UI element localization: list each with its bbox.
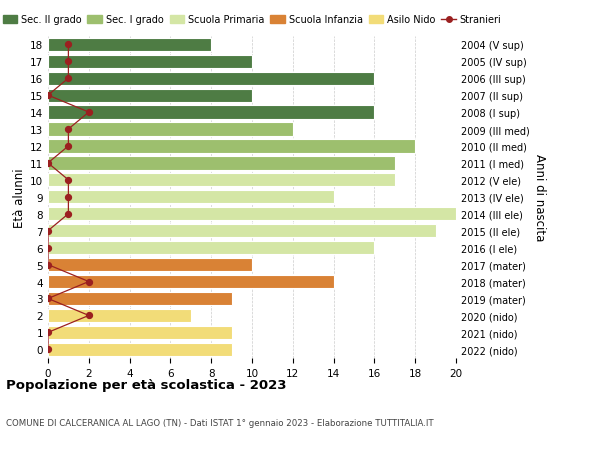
Point (64, 143, 73, 150)
Text: COMUNE DI CALCERANICA AL LAGO (TN) - Dati ISTAT 1° gennaio 2023 - Elaborazione T: COMUNE DI CALCERANICA AL LAGO (TN) - Dat… (6, 418, 434, 427)
Point (43, 92, 53, 100)
Point (43, 329, 53, 336)
Bar (48, 123, 293, 136)
Bar (48, 174, 395, 187)
Bar (48, 258, 252, 272)
Point (43, 160, 53, 167)
Legend: Sec. II grado, Sec. I grado, Scuola Primaria, Scuola Infanzia, Asilo Nido, Stran: Sec. II grado, Sec. I grado, Scuola Prim… (2, 16, 502, 25)
Bar (48, 191, 334, 204)
Point (43, 261, 53, 269)
Bar (48, 140, 415, 153)
Point (43, 228, 53, 235)
Bar (48, 106, 374, 119)
Bar (48, 241, 374, 255)
Point (64, 211, 73, 218)
Bar (48, 275, 334, 289)
Y-axis label: Anni di nascita: Anni di nascita (533, 154, 546, 241)
Point (64, 177, 73, 184)
Point (43, 346, 53, 353)
Text: Popolazione per età scolastica - 2023: Popolazione per età scolastica - 2023 (6, 379, 287, 392)
Point (64, 194, 73, 201)
Point (43, 245, 53, 252)
Bar (48, 73, 374, 85)
Bar (48, 292, 232, 305)
Bar (48, 157, 395, 170)
Point (64, 41, 73, 49)
Bar (48, 207, 456, 221)
Bar (48, 343, 232, 356)
Point (84, 278, 94, 285)
Point (64, 126, 73, 134)
Point (84, 312, 94, 319)
Bar (48, 224, 436, 238)
Y-axis label: Età alunni: Età alunni (13, 168, 26, 227)
Bar (48, 326, 232, 339)
Bar (48, 309, 191, 322)
Point (64, 58, 73, 66)
Bar (48, 56, 252, 69)
Bar (48, 39, 211, 52)
Point (84, 109, 94, 117)
Point (43, 295, 53, 302)
Bar (48, 90, 252, 102)
Point (64, 75, 73, 83)
